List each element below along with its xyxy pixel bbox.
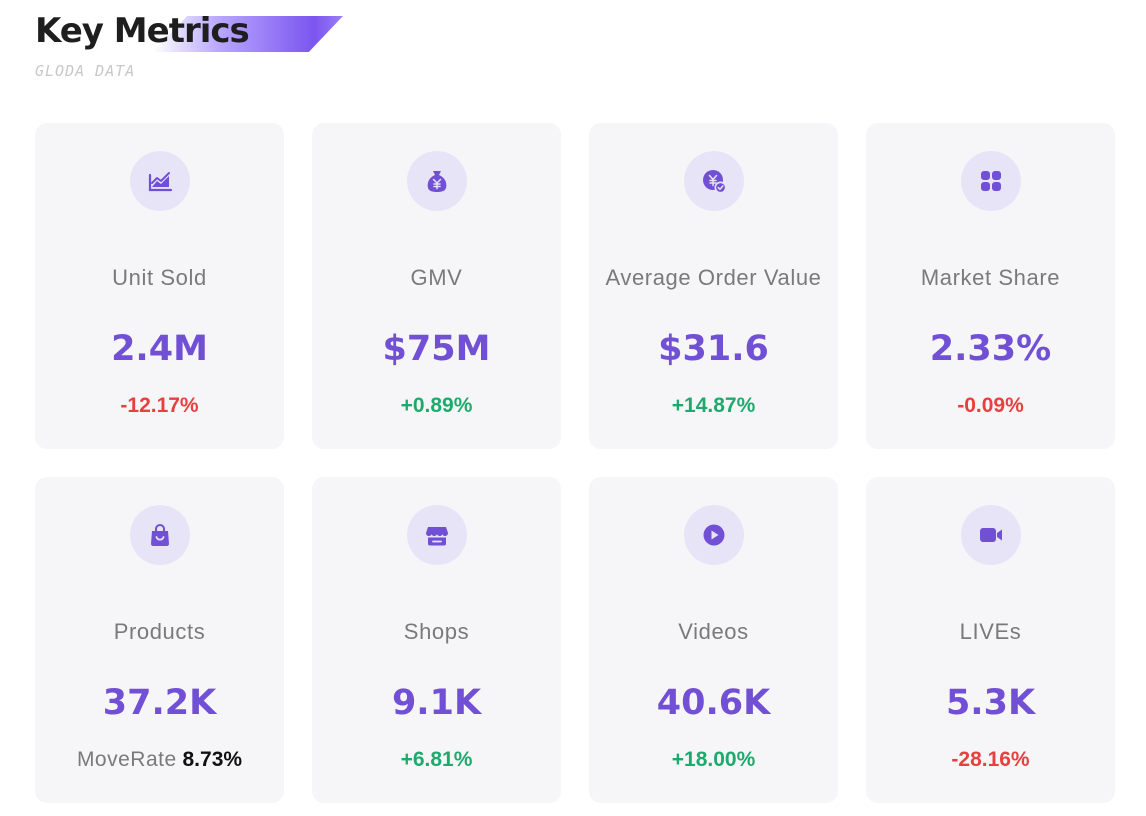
metric-label: LIVEs <box>959 619 1022 644</box>
metric-change: -0.09% <box>957 394 1024 417</box>
metric-card-market-share: Market Share 2.33% -0.09% <box>866 123 1115 449</box>
metric-change: +0.89% <box>400 394 473 417</box>
metric-value: 2.33% <box>929 329 1052 369</box>
metric-value: $31.6 <box>658 329 769 369</box>
metric-value: 40.6K <box>656 683 771 723</box>
page-title: Key Metrics <box>35 11 250 51</box>
metric-label: Shops <box>403 619 470 644</box>
metric-label: Market Share <box>920 265 1061 290</box>
metric-change: -28.16% <box>951 748 1030 771</box>
trend-chart-icon <box>129 151 190 211</box>
metric-change: +14.87% <box>671 394 756 417</box>
metric-change: +18.00% <box>671 748 756 771</box>
moverate-value: 8.73% <box>182 748 243 771</box>
metric-card-lives: LIVEs 5.3K -28.16% <box>866 477 1115 803</box>
metric-card-shops: Shops 9.1K +6.81% <box>312 477 561 803</box>
metric-card-gmv: GMV $75M +0.89% <box>312 123 561 449</box>
title-accent-stripe <box>153 16 343 52</box>
data-source-label: GLODA DATA <box>35 62 136 80</box>
metric-card-unit-sold: Unit Sold 2.4M -12.17% <box>35 123 284 449</box>
metric-card-average-order-value: Average Order Value $31.6 +14.87% <box>589 123 838 449</box>
video-camera-icon <box>960 505 1021 565</box>
metrics-grid: Unit Sold 2.4M -12.17% GMV $75M +0.89% A… <box>35 123 1117 803</box>
metric-label: Products <box>113 619 206 644</box>
metric-label: Average Order Value <box>605 265 822 290</box>
metric-value: 5.3K <box>945 683 1036 723</box>
metric-label: GMV <box>410 265 463 290</box>
metric-change: -12.17% <box>120 394 199 417</box>
storefront-icon <box>406 505 467 565</box>
play-circle-icon <box>683 505 744 565</box>
moverate-label: MoveRate <box>76 748 177 771</box>
metric-card-products: Products 37.2K MoveRate 8.73% <box>35 477 284 803</box>
title-wrap: Key Metrics <box>35 8 343 56</box>
metric-card-videos: Videos 40.6K +18.00% <box>589 477 838 803</box>
yen-coin-check-icon <box>683 151 744 211</box>
metric-change: +6.81% <box>400 748 473 771</box>
metric-value: 37.2K <box>102 683 217 723</box>
grid-apps-icon <box>960 151 1021 211</box>
metric-value: 9.1K <box>391 683 482 723</box>
metric-label: Videos <box>678 619 749 644</box>
metric-value: 2.4M <box>111 329 208 369</box>
shopping-bag-icon <box>129 505 190 565</box>
header: Key Metrics GLODA DATA <box>35 8 343 80</box>
metric-label: Unit Sold <box>112 265 207 290</box>
moverate: MoveRate 8.73% <box>35 747 284 773</box>
metric-value: $75M <box>382 329 491 369</box>
money-bag-icon <box>406 151 467 211</box>
